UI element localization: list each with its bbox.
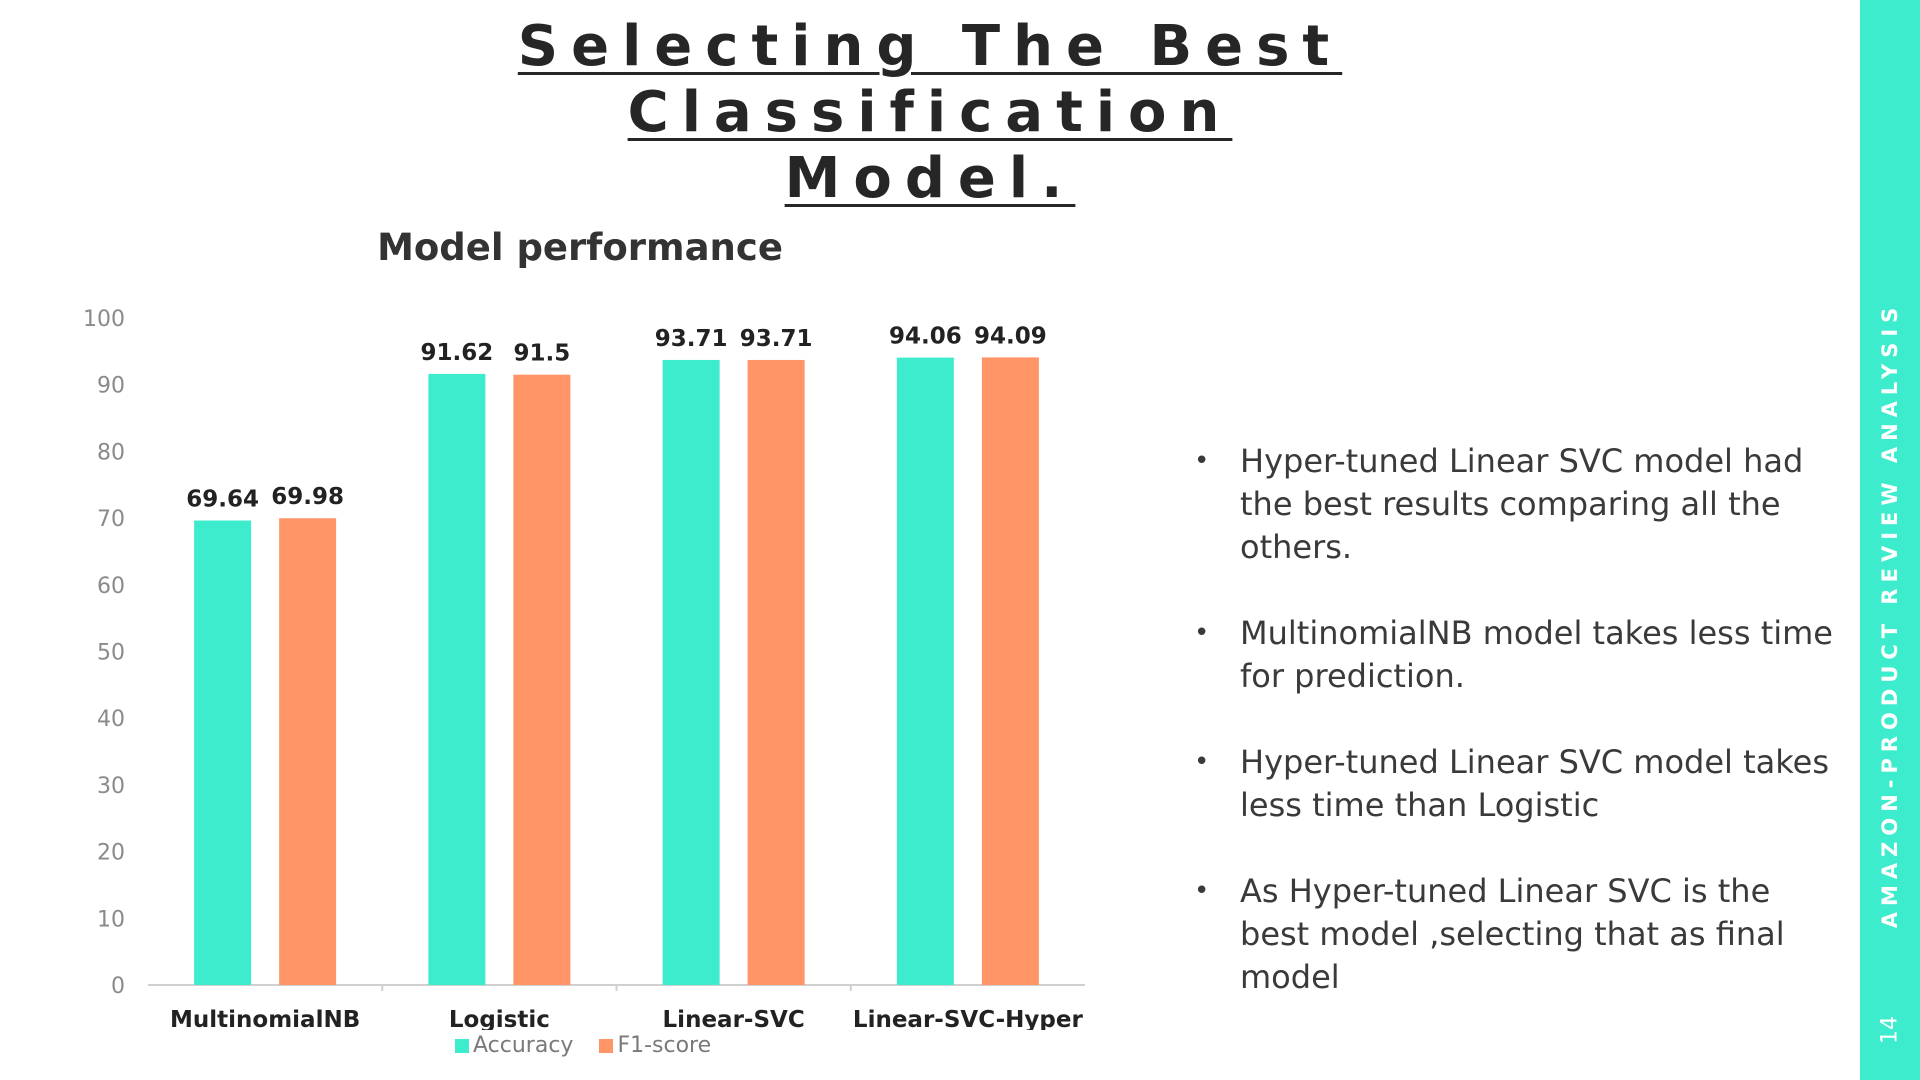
finding-item: • Hyper-tuned Linear SVC model had the be… — [1194, 442, 1804, 566]
data-label-f1: 91.5 — [514, 341, 571, 367]
sidebar-label: AMAZON-PRODUCT REVIEW ANALYSIS — [1878, 301, 1902, 929]
category-label: Logistic — [449, 1007, 550, 1030]
data-label-f1: 94.09 — [974, 323, 1047, 349]
bar-f1-multinomialnb — [279, 518, 337, 985]
legend-swatch-f1 — [599, 1038, 614, 1053]
page-number: 14 — [1877, 1016, 1903, 1044]
data-label-accuracy: 91.62 — [420, 340, 493, 366]
slide-title: Selecting The Best Classification Model. — [200, 14, 1660, 212]
y-tick-label: 60 — [97, 574, 125, 599]
bar-accuracy-multinomialnb — [194, 520, 252, 985]
data-label-f1: 69.98 — [271, 484, 344, 510]
finding-item: • As Hyper-tuned Linear SVC is the best m… — [1194, 872, 1785, 996]
finding-text: Hyper-tuned Linear SVC model takes less … — [1240, 743, 1829, 824]
y-tick-label: 40 — [97, 707, 125, 732]
legend-item-accuracy: Accuracy — [455, 1033, 573, 1058]
finding-text: Hyper-tuned Linear SVC model had the bes… — [1240, 442, 1804, 566]
finding-text: As Hyper-tuned Linear SVC is the best mo… — [1240, 872, 1785, 996]
y-tick-label: 70 — [97, 507, 125, 532]
legend-label-accuracy: Accuracy — [473, 1033, 574, 1058]
legend-item-f1: F1-score — [599, 1033, 711, 1058]
chart-title: Model performance — [377, 226, 783, 269]
bar-accuracy-linear-svc-hyper — [896, 357, 954, 985]
category-label: MultinomialNB — [170, 1007, 360, 1030]
category-label: Linear-SVC-Hyper — [853, 1007, 1084, 1030]
bar-f1-linear-svc-hyper — [981, 357, 1039, 986]
legend-label-f1: F1-score — [617, 1033, 712, 1058]
y-tick-label: 10 — [97, 907, 125, 932]
y-tick-label: 100 — [83, 307, 125, 332]
finding-item: • Hyper-tuned Linear SVC model takes less… — [1194, 743, 1829, 824]
data-label-accuracy: 69.64 — [186, 487, 259, 513]
data-label-accuracy: 93.71 — [655, 326, 728, 352]
bar-accuracy-logistic — [428, 373, 486, 985]
bar-f1-logistic — [513, 374, 571, 985]
y-tick-label: 30 — [97, 774, 125, 799]
slide-title-line2: Model. — [784, 146, 1076, 211]
bar-chart: 0 10 20 30 40 50 60 70 80 90 100 69.64 69.98 Multinom… — [83, 307, 1085, 1030]
section-sidebar: AMAZON-PRODUCT REVIEW ANALYSIS 14 — [1860, 0, 1920, 1080]
bar-accuracy-linear-svc — [662, 359, 720, 985]
finding-text: MultinomialNB model takes less time for … — [1240, 614, 1833, 695]
finding-item: • MultinomialNB model takes less time for… — [1194, 614, 1833, 695]
legend-swatch-accuracy — [455, 1038, 469, 1053]
y-tick-label: 80 — [97, 440, 125, 465]
findings-list: • Hyper-tuned Linear SVC model had the be… — [1190, 440, 1840, 1042]
y-tick-label: 20 — [97, 841, 125, 866]
data-label-accuracy: 94.06 — [889, 324, 962, 350]
bar-f1-linear-svc — [747, 359, 805, 985]
y-tick-label: 50 — [97, 641, 125, 666]
data-label-f1: 93.71 — [740, 326, 813, 352]
y-tick-label: 0 — [111, 974, 125, 999]
category-label: Linear-SVC — [663, 1007, 805, 1030]
chart-legend: Accuracy F1-score — [455, 1033, 737, 1058]
slide-title-line1: Selecting The Best Classification — [517, 14, 1343, 145]
y-tick-label: 90 — [97, 374, 125, 399]
